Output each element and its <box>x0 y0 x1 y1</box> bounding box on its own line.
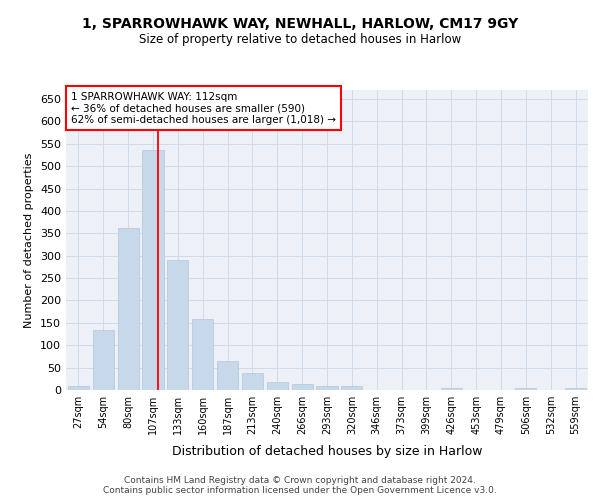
X-axis label: Distribution of detached houses by size in Harlow: Distribution of detached houses by size … <box>172 446 482 458</box>
Y-axis label: Number of detached properties: Number of detached properties <box>25 152 34 328</box>
Bar <box>515 388 536 390</box>
Bar <box>242 373 263 390</box>
Bar <box>341 386 362 390</box>
Bar <box>167 260 188 390</box>
Bar <box>217 361 238 390</box>
Text: Contains HM Land Registry data © Crown copyright and database right 2024.
Contai: Contains HM Land Registry data © Crown c… <box>103 476 497 495</box>
Bar <box>118 228 139 390</box>
Text: 1 SPARROWHAWK WAY: 112sqm
← 36% of detached houses are smaller (590)
62% of semi: 1 SPARROWHAWK WAY: 112sqm ← 36% of detac… <box>71 92 336 124</box>
Bar <box>93 330 114 390</box>
Text: Size of property relative to detached houses in Harlow: Size of property relative to detached ho… <box>139 32 461 46</box>
Bar <box>267 382 288 390</box>
Bar <box>142 150 164 390</box>
Bar <box>441 388 462 390</box>
Bar <box>316 386 338 390</box>
Bar <box>292 384 313 390</box>
Bar <box>68 386 89 390</box>
Text: 1, SPARROWHAWK WAY, NEWHALL, HARLOW, CM17 9GY: 1, SPARROWHAWK WAY, NEWHALL, HARLOW, CM1… <box>82 18 518 32</box>
Bar <box>565 388 586 390</box>
Bar <box>192 320 213 390</box>
